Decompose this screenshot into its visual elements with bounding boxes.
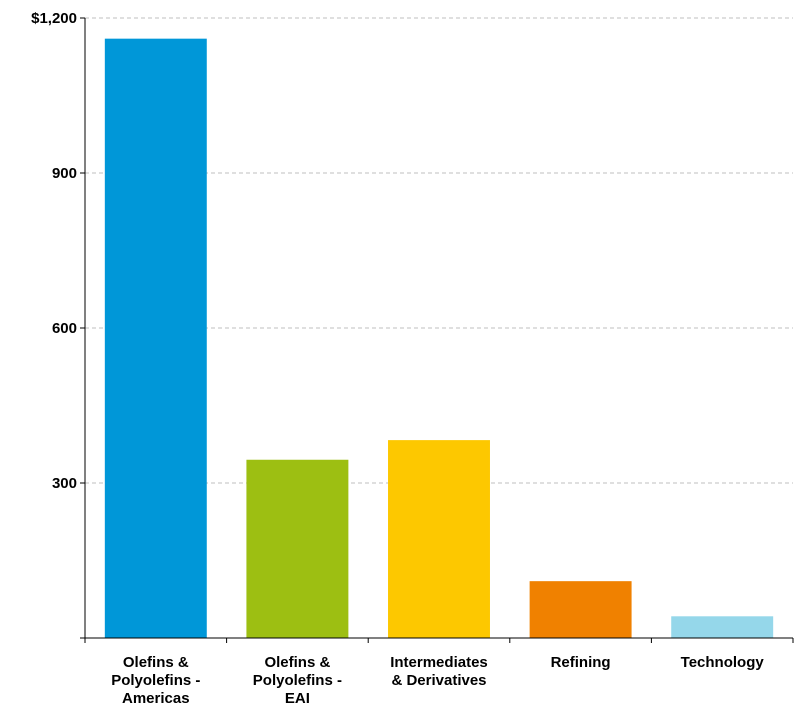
category-label: Technology [681,654,765,671]
y-tick-labels: 300 600 900 $1,200 [31,10,85,639]
category-label-line: EAI [285,690,310,707]
category-label: Intermediates & Derivatives [390,654,488,689]
category-label-line: & Derivatives [391,672,486,689]
bar [388,440,490,638]
category-label: Olefins & Polyolefins -Americas [111,654,200,707]
bar [529,581,632,638]
y-tick-label: $1,200 [31,10,77,27]
bar [671,616,774,638]
bar [104,38,207,638]
category-label-line: Olefins & [264,654,330,671]
category-label: Refining [551,654,611,671]
bars [104,38,774,638]
bar [246,459,349,638]
category-label-line: Polyolefins - [253,672,342,689]
category-label-line: Olefins & [123,654,189,671]
category-label: Olefins & Polyolefins -EAI [253,654,342,707]
category-label-line: Americas [122,690,190,707]
category-label-line: Intermediates [390,654,488,671]
y-tick-label: 600 [52,320,77,337]
category-label-line: Technology [681,654,765,671]
category-label-line: Polyolefins - [111,672,200,689]
y-tick-label: 300 [52,475,77,492]
x-tick-marks [84,638,794,643]
y-tick-label: 900 [52,165,77,182]
category-label-line: Refining [551,654,611,671]
